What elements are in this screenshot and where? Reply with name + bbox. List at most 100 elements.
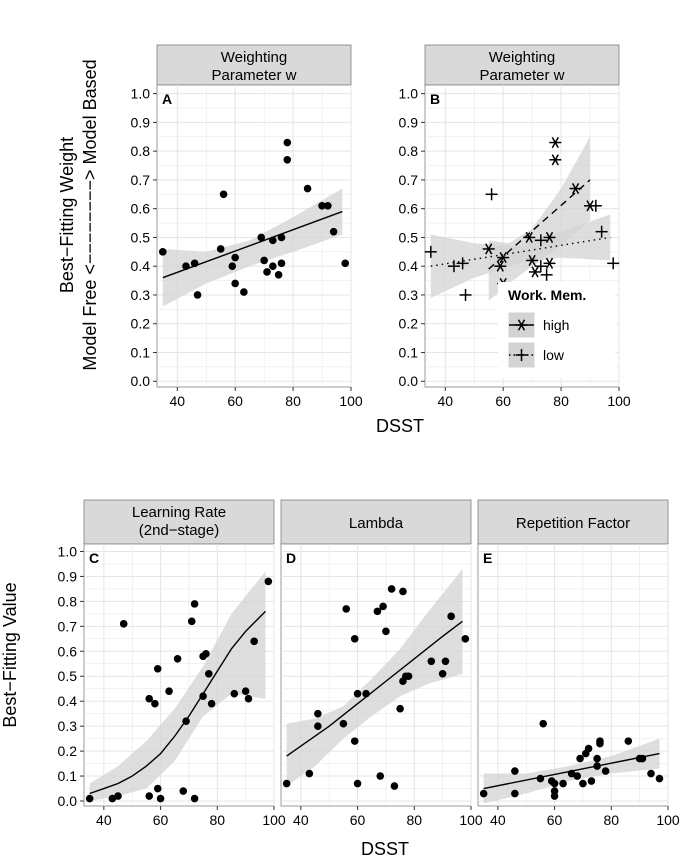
data-point-low [534, 234, 547, 247]
data-point-low [424, 245, 437, 258]
strip-label: Weighting [221, 49, 287, 66]
data-point-high [497, 252, 510, 264]
data-point [231, 253, 239, 262]
data-point [156, 794, 165, 803]
asterisk-stroke [517, 319, 526, 331]
data-point [376, 772, 385, 780]
data-point-low [456, 257, 469, 270]
data-point [573, 772, 582, 780]
strip-e [477, 499, 669, 545]
y-tick-label: 0.0 [131, 373, 151, 389]
y-tick-label: 0.4 [58, 693, 78, 709]
data-point [314, 709, 322, 718]
data-point [539, 719, 548, 728]
x-tick-label: 100 [459, 812, 483, 828]
panel-letter: B [430, 91, 440, 107]
data-point-low [607, 257, 620, 270]
data-point [536, 774, 545, 783]
data-point [228, 262, 237, 271]
data-point [269, 236, 277, 245]
data-point [190, 600, 199, 608]
data-point-high [549, 154, 562, 166]
data-point [438, 669, 447, 678]
y-tick-label: 0.4 [399, 258, 419, 274]
panel-letter: C [89, 550, 99, 566]
data-point [647, 769, 655, 778]
data-point [119, 620, 128, 628]
data-point [382, 627, 390, 636]
data-point-low [589, 199, 602, 212]
confidence-band [162, 188, 343, 307]
strip-label: Parameter w [211, 67, 296, 84]
data-point [638, 754, 647, 763]
legend-marker-plus [515, 349, 528, 361]
strip-d [280, 499, 472, 545]
y-tick-label: 0.7 [131, 172, 151, 188]
y-tick-label: 0.1 [58, 768, 78, 784]
y-tick-label: 0.5 [131, 229, 151, 245]
data-point [404, 672, 413, 681]
data-point [244, 694, 253, 703]
y-tick-label: 0.2 [131, 316, 151, 332]
data-point [274, 271, 283, 279]
top-x-axis-title: DSST [376, 416, 424, 436]
x-tick-label: 80 [553, 393, 569, 409]
asterisk-stroke [496, 260, 504, 272]
x-tick-label: 60 [153, 812, 169, 828]
strip-label: Parameter w [479, 67, 564, 84]
panel-letter: A [162, 91, 172, 107]
data-point [257, 233, 266, 242]
strip-b [424, 44, 620, 86]
data-point [305, 769, 314, 778]
data-point-high [549, 136, 562, 149]
data-point-high [494, 260, 507, 272]
x-tick-label: 80 [406, 812, 422, 828]
data-point-high [482, 243, 495, 255]
asterisk-stroke [485, 243, 493, 255]
fit-line [286, 620, 463, 757]
legend-label-high: high [543, 317, 569, 333]
y-tick-label: 0.8 [399, 143, 419, 159]
legend-key-low [507, 341, 536, 369]
x-tick-label: 80 [285, 393, 301, 409]
strip-label: Repetition Factor [516, 515, 630, 532]
y-tick-label: 0.6 [399, 201, 419, 217]
data-point [461, 635, 470, 643]
data-point [479, 789, 488, 798]
legend-marker-asterisk [515, 319, 528, 331]
data-point [511, 789, 519, 798]
y-tick-label: 0.3 [399, 287, 419, 303]
x-tick-label: 40 [169, 393, 185, 409]
confidence-band [286, 568, 463, 787]
y-tick-label: 0.2 [399, 316, 419, 332]
asterisk-stroke [545, 231, 554, 244]
asterisk-stroke [551, 154, 559, 166]
panel-c: Learning Rate(2nd−stage) 40 60 80 100 0.0 0.1 0… [58, 499, 286, 828]
y-tick-label: 0.5 [399, 229, 419, 245]
y-tick-label: 0.2 [58, 743, 78, 759]
x-tick-label: 60 [547, 812, 563, 828]
data-point [207, 699, 216, 708]
data-point [399, 587, 407, 596]
data-point [362, 689, 370, 698]
data-point [318, 202, 326, 210]
data-point [282, 779, 291, 788]
data-point-low [459, 288, 472, 301]
data-point [202, 649, 210, 658]
legend-title: Work. Mem. [508, 287, 586, 303]
data-point-low [595, 225, 608, 238]
data-point-high [523, 231, 536, 244]
confidence-band [89, 571, 266, 802]
y-tick-label: 0.6 [58, 643, 78, 659]
data-point [550, 792, 559, 800]
asterisk-stroke [531, 266, 539, 278]
y-tick-label: 0.3 [58, 718, 78, 734]
data-point [593, 754, 601, 763]
y-tick-label: 0.3 [131, 287, 151, 303]
y-tick-label: 0.1 [131, 344, 151, 360]
top-y-axis-title-line2: Model Free <−−−−−−−−> Model Based [80, 59, 100, 370]
data-point [387, 585, 396, 593]
legend-label-low: low [543, 347, 565, 363]
data-point-high [529, 266, 542, 278]
x-tick-label: 60 [350, 812, 366, 828]
